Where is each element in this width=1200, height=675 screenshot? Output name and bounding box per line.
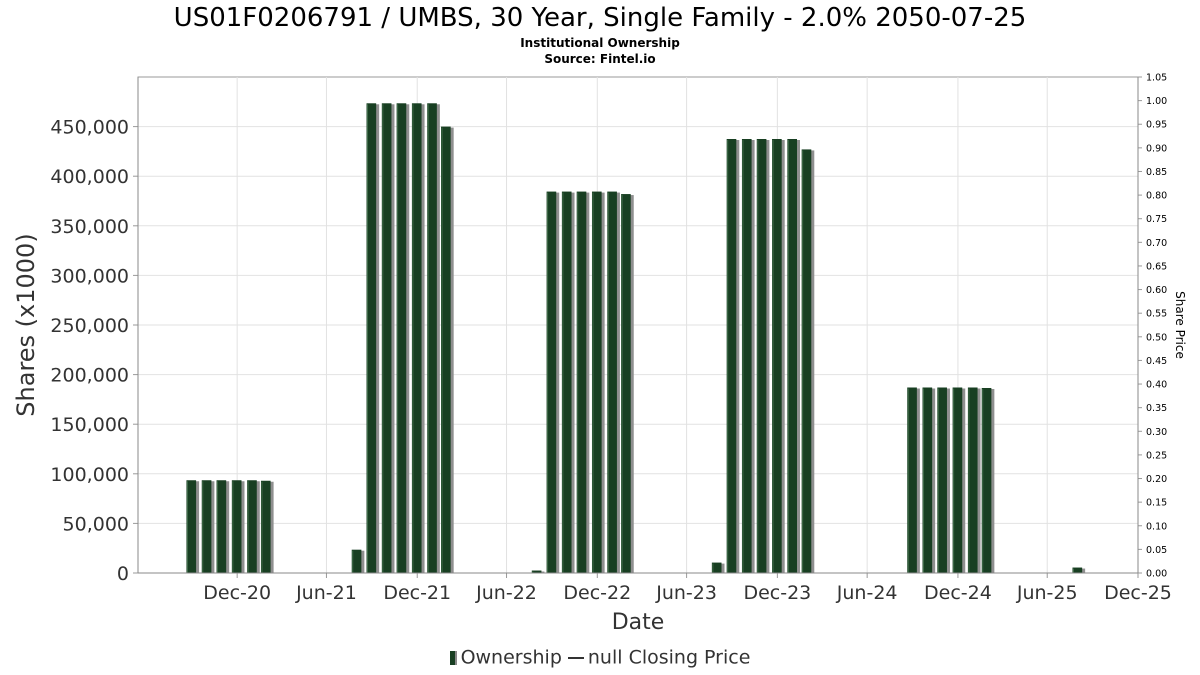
y2-tick-label: 0.55 xyxy=(1146,309,1167,320)
ownership-bar xyxy=(787,139,797,573)
y2-tick-label: 0.15 xyxy=(1146,498,1167,509)
ownership-bar xyxy=(711,562,722,573)
y2-tick-label: 0.70 xyxy=(1146,238,1167,249)
ownership-bar xyxy=(427,103,437,574)
ownership-bar xyxy=(561,191,572,574)
ownership-bar xyxy=(186,480,197,573)
ownership-bar xyxy=(741,139,752,573)
ownership-bar xyxy=(216,480,227,573)
ownership-bar xyxy=(922,387,933,573)
ownership-bar xyxy=(967,387,978,573)
x-tick-label: Jun-24 xyxy=(836,582,898,604)
ownership-bar xyxy=(201,480,212,573)
ownership-bar xyxy=(247,480,257,573)
x-axis-title: Date xyxy=(612,610,665,635)
ownership-bar xyxy=(366,103,377,574)
y2-tick-label: 0.30 xyxy=(1146,427,1167,438)
ownership-bar xyxy=(621,194,631,573)
ownership-bar xyxy=(231,480,242,573)
y2-tick-label: 0.20 xyxy=(1146,474,1167,485)
ownership-bar xyxy=(531,570,542,573)
x-tick-label: Dec-24 xyxy=(924,582,992,604)
x-tick-label: Jun-22 xyxy=(475,582,537,604)
y-tick-label: 150,000 xyxy=(50,414,129,436)
y2-tick-label: 0.25 xyxy=(1146,450,1167,461)
y-tick-label: 50,000 xyxy=(63,513,129,535)
ownership-bar xyxy=(801,149,812,573)
ownership-bar xyxy=(756,139,767,573)
y-axis-title: Shares (x1000) xyxy=(12,233,40,416)
x-tick-label: Dec-23 xyxy=(743,582,811,604)
ownership-legend-swatch xyxy=(449,650,457,665)
y2-tick-label: 0.85 xyxy=(1146,167,1167,178)
y2-tick-label: 0.05 xyxy=(1146,545,1167,556)
y2-tick-label: 0.00 xyxy=(1146,569,1167,580)
chart-subtitle-source: Source: Fintel.io xyxy=(544,52,656,66)
x-tick-label: Jun-25 xyxy=(1016,582,1078,604)
y-tick-label: 0 xyxy=(117,563,129,585)
price-legend-label[interactable]: null Closing Price xyxy=(587,646,751,669)
x-tick-label: Jun-23 xyxy=(655,582,717,604)
y2-tick-label: 0.90 xyxy=(1146,143,1167,154)
ownership-bar xyxy=(576,191,587,574)
ownership-bar xyxy=(351,549,362,573)
chart-title: US01F0206791 / UMBS, 30 Year, Single Fam… xyxy=(173,3,1027,33)
y-tick-label: 300,000 xyxy=(50,265,129,287)
x-tick-label: Dec-25 xyxy=(1104,582,1172,604)
y2-tick-label: 0.65 xyxy=(1146,261,1167,272)
y2-tick-label: 0.10 xyxy=(1146,521,1167,532)
ownership-bar xyxy=(411,103,422,574)
y2-tick-label: 0.80 xyxy=(1146,191,1167,202)
ownership-bar xyxy=(937,387,947,573)
x-tick-label: Jun-21 xyxy=(295,582,357,604)
y2-tick-label: 0.60 xyxy=(1146,285,1167,296)
y2-tick-label: 0.50 xyxy=(1146,332,1167,343)
ownership-bar xyxy=(607,191,617,574)
x-tick-label: Dec-22 xyxy=(563,582,631,604)
ownership-bar xyxy=(546,191,557,574)
y2-tick-label: 0.75 xyxy=(1146,214,1167,225)
y-tick-label: 450,000 xyxy=(50,117,129,139)
y2-axis-title: Share Price xyxy=(1173,291,1187,359)
y2-tick-label: 0.45 xyxy=(1146,356,1167,367)
chart-legend: Ownership null Closing Price xyxy=(0,646,1200,669)
ownership-bar xyxy=(591,191,602,574)
x-tick-label: Dec-20 xyxy=(203,582,271,604)
price-legend-swatch xyxy=(567,656,584,659)
ownership-legend-label[interactable]: Ownership xyxy=(460,646,562,669)
ownership-bar xyxy=(907,387,917,573)
chart-subtitle-ownership: Institutional Ownership xyxy=(520,36,680,50)
y-tick-label: 250,000 xyxy=(50,315,129,337)
y2-tick-label: 0.95 xyxy=(1146,120,1167,131)
ownership-bar xyxy=(441,126,451,573)
y2-tick-label: 0.35 xyxy=(1146,403,1167,414)
ownership-bar xyxy=(772,139,782,573)
ownership-bar xyxy=(1072,567,1083,573)
y2-tick-label: 1.05 xyxy=(1146,73,1167,84)
ownership-bar xyxy=(260,480,271,573)
ownership-bar xyxy=(381,103,392,574)
x-tick-label: Dec-21 xyxy=(383,582,451,604)
y-tick-label: 400,000 xyxy=(50,166,129,188)
y-tick-label: 200,000 xyxy=(50,365,129,387)
ownership-bar xyxy=(952,387,963,573)
ownership-bar xyxy=(396,103,407,574)
y-tick-label: 350,000 xyxy=(50,216,129,238)
y2-tick-label: 1.00 xyxy=(1146,96,1167,107)
y-tick-label: 100,000 xyxy=(50,464,129,486)
ownership-bar xyxy=(726,139,737,573)
ownership-bar xyxy=(981,387,992,573)
y2-tick-label: 0.40 xyxy=(1146,380,1167,391)
